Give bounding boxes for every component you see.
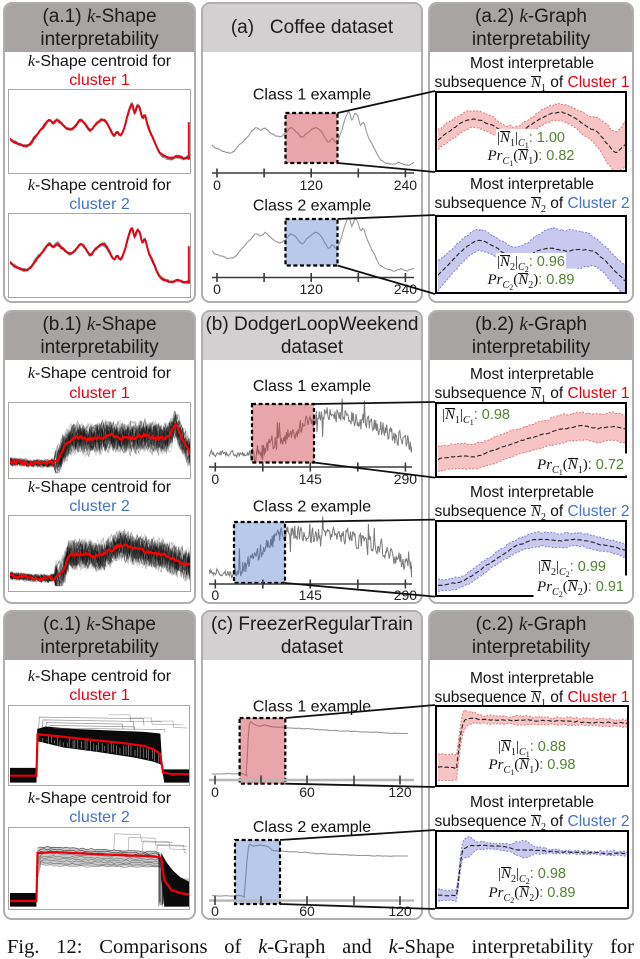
svg-text:290: 290 [394, 471, 418, 487]
svg-text:Class 2 example: Class 2 example [253, 499, 371, 516]
svg-text:Class 2 example: Class 2 example [253, 819, 371, 836]
svg-text:145: 145 [299, 587, 323, 602]
svg-text:120: 120 [300, 177, 324, 193]
svg-text:Class 2 example: Class 2 example [253, 198, 371, 215]
svg-text:Class 1 example: Class 1 example [253, 87, 371, 104]
svg-text:120: 120 [388, 784, 412, 800]
svg-text:120: 120 [300, 281, 324, 297]
svg-text:0: 0 [211, 784, 219, 800]
svg-text:0: 0 [211, 587, 219, 602]
svg-text:60: 60 [299, 784, 315, 800]
svg-text:60: 60 [299, 903, 315, 918]
svg-text:0: 0 [211, 903, 219, 918]
svg-text:290: 290 [394, 587, 418, 602]
svg-text:120: 120 [388, 903, 412, 918]
svg-text:0: 0 [211, 471, 219, 487]
svg-text:145: 145 [299, 471, 323, 487]
svg-text:240: 240 [394, 177, 418, 193]
svg-text:Class 1 example: Class 1 example [253, 699, 371, 716]
svg-text:Class 1 example: Class 1 example [253, 378, 371, 395]
svg-text:0: 0 [213, 177, 221, 193]
svg-text:0: 0 [213, 281, 221, 297]
svg-text:240: 240 [394, 281, 418, 297]
